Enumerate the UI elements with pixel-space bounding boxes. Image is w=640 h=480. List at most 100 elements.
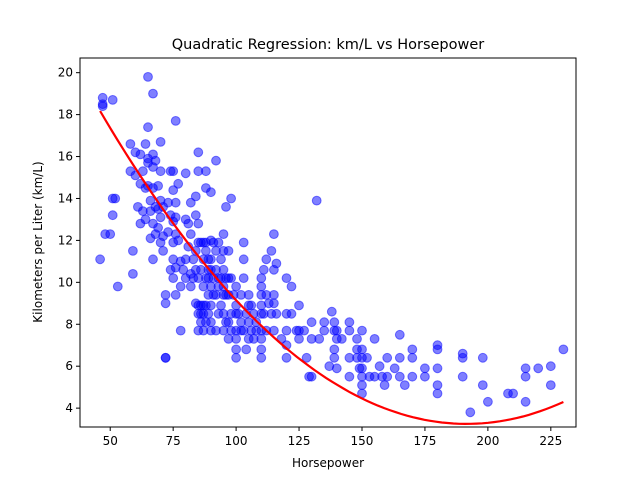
data-point xyxy=(420,363,430,374)
data-point xyxy=(107,95,118,105)
data-point xyxy=(362,352,372,363)
x-tick-label: 225 xyxy=(539,434,562,448)
data-point xyxy=(271,258,282,269)
data-point xyxy=(357,344,367,355)
data-point xyxy=(185,197,196,208)
data-point xyxy=(558,344,569,355)
data-point xyxy=(173,178,184,189)
data-point xyxy=(180,168,191,179)
data-point xyxy=(432,363,443,374)
data-point xyxy=(329,317,340,328)
data-point xyxy=(545,361,556,372)
data-point xyxy=(344,325,355,336)
data-point xyxy=(407,371,418,382)
x-tick-label: 125 xyxy=(288,434,311,448)
data-point xyxy=(379,380,390,391)
data-point xyxy=(238,273,249,284)
data-point xyxy=(231,334,242,344)
x-tick-label: 100 xyxy=(225,434,248,448)
data-point xyxy=(143,72,153,82)
data-point xyxy=(170,197,181,208)
data-point xyxy=(206,317,216,328)
data-point xyxy=(140,214,151,225)
data-point xyxy=(218,229,229,240)
data-point xyxy=(148,254,158,265)
data-point xyxy=(382,352,393,363)
data-point xyxy=(175,325,186,336)
data-point xyxy=(168,273,179,284)
data-point xyxy=(299,325,310,336)
data-point xyxy=(331,363,342,374)
data-point xyxy=(170,290,181,300)
data-point xyxy=(153,181,164,191)
data-point xyxy=(520,396,531,407)
data-point xyxy=(173,235,184,246)
data-point xyxy=(301,352,312,363)
data-point xyxy=(140,139,151,149)
data-point xyxy=(352,334,362,344)
data-point xyxy=(125,139,136,149)
data-point xyxy=(266,246,277,256)
data-point xyxy=(105,229,116,240)
data-point xyxy=(286,308,297,319)
data-point xyxy=(319,325,330,336)
data-point xyxy=(281,325,292,336)
data-point xyxy=(344,317,355,328)
data-point xyxy=(160,352,171,363)
data-point xyxy=(201,246,211,256)
data-point xyxy=(226,273,237,284)
data-point xyxy=(110,193,121,204)
data-point xyxy=(286,281,297,292)
data-point xyxy=(153,222,164,233)
data-point xyxy=(269,290,279,300)
y-tick-label: 8 xyxy=(65,317,73,331)
data-point xyxy=(112,281,123,292)
data-point xyxy=(420,371,430,382)
data-point xyxy=(238,237,249,248)
data-point xyxy=(369,334,380,344)
data-point xyxy=(243,290,254,300)
data-point xyxy=(241,344,252,355)
data-point xyxy=(231,344,242,355)
data-point xyxy=(128,246,138,256)
data-point xyxy=(193,147,204,158)
data-point xyxy=(281,352,292,363)
data-point xyxy=(399,380,410,391)
data-point xyxy=(201,166,211,177)
data-point xyxy=(226,193,237,204)
data-point xyxy=(508,388,518,399)
data-point xyxy=(394,371,405,382)
x-tick-label: 50 xyxy=(103,434,118,448)
data-point xyxy=(394,352,405,363)
data-point xyxy=(258,264,269,275)
data-point xyxy=(329,352,340,363)
data-point xyxy=(170,212,181,223)
data-point xyxy=(326,306,337,317)
chart-title: Quadratic Regression: km/L vs Horsepower xyxy=(172,37,485,53)
data-point xyxy=(143,122,153,133)
y-tick-label: 18 xyxy=(58,108,73,122)
data-point xyxy=(193,218,204,229)
data-point xyxy=(357,380,367,391)
y-axis: 4 6 8 10 12 14 16 18 20 xyxy=(58,66,80,415)
data-point xyxy=(168,166,179,177)
data-point xyxy=(319,317,330,328)
data-point xyxy=(206,254,216,265)
regression-curve xyxy=(99,110,564,426)
data-point xyxy=(457,352,468,363)
data-point xyxy=(477,352,488,363)
data-point xyxy=(269,298,279,309)
data-point xyxy=(314,334,325,344)
y-tick-label: 6 xyxy=(65,359,73,373)
data-point xyxy=(432,344,443,355)
data-point xyxy=(213,237,224,248)
data-point xyxy=(520,371,531,382)
data-point xyxy=(158,246,169,256)
data-point xyxy=(223,317,234,328)
data-point xyxy=(168,185,179,196)
data-point xyxy=(206,300,216,311)
data-point xyxy=(231,352,242,363)
data-point xyxy=(344,371,355,382)
data-point xyxy=(160,290,171,300)
data-point xyxy=(374,361,385,372)
